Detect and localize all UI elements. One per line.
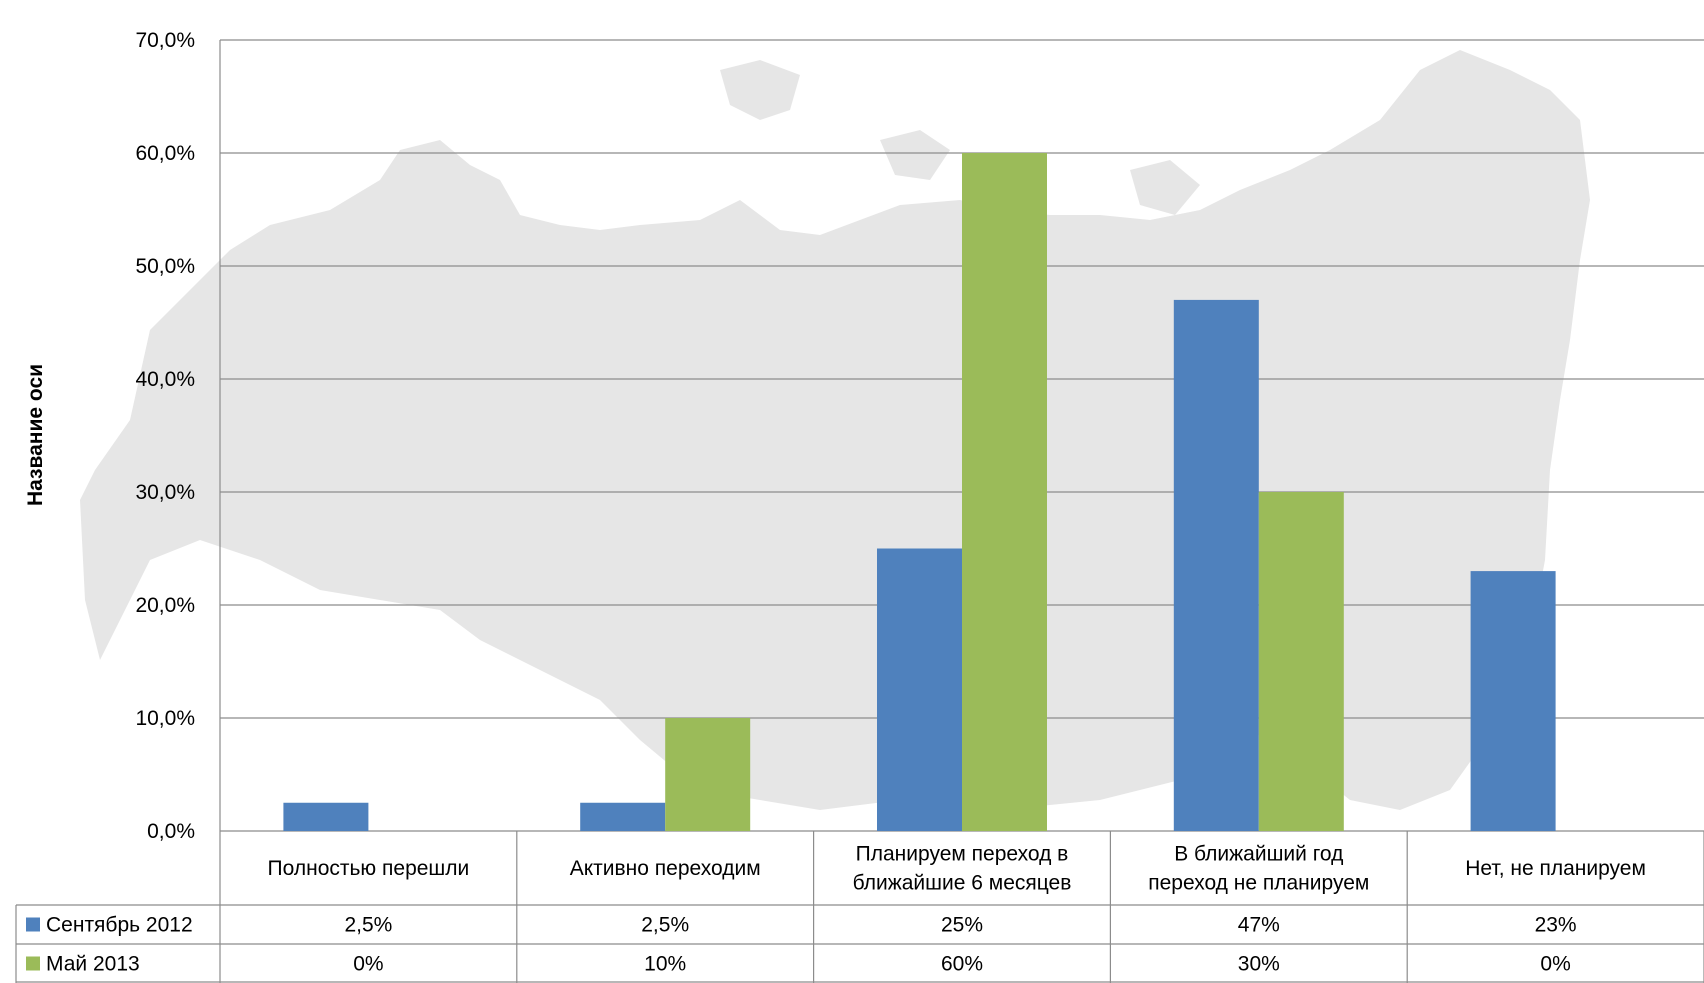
y-tick-label: 20,0% (135, 594, 195, 617)
y-axis-title: Название оси (24, 364, 47, 506)
bar-series-1 (877, 548, 962, 831)
y-tick-label: 60,0% (135, 142, 195, 165)
bar-series-2 (665, 718, 751, 831)
table-value: 25% (941, 914, 983, 937)
table-value: 0% (1540, 953, 1570, 976)
bar-series-2 (962, 153, 1047, 831)
table-value: 10% (644, 953, 686, 976)
y-tick-label: 70,0% (135, 29, 195, 52)
y-tick-labels: 0,0% 10,0% 20,0% 30,0% 40,0% 50,0% 60,0% 70,0% (135, 29, 195, 843)
bar-series-1 (283, 802, 369, 831)
category-label: Полностью перешли (268, 857, 470, 880)
table-value: 0% (353, 953, 383, 976)
table-value: 30% (1238, 953, 1280, 976)
table-value: 23% (1535, 914, 1577, 937)
bar-series-1 (1173, 299, 1259, 831)
category-label: Нет, не планируем (1465, 857, 1646, 880)
category-label: В ближайший год (1174, 843, 1343, 866)
legend-swatch (26, 956, 40, 971)
category-label: Планируем переход в (856, 843, 1069, 866)
data-table: Полностью перешли Активно переходим Планир… (15, 831, 1704, 983)
table-value: 2,5% (344, 914, 392, 937)
y-tick-label: 0,0% (147, 820, 195, 843)
table-value: 47% (1238, 914, 1280, 937)
table-value: 2,5% (641, 914, 689, 937)
legend-series-name: Сентябрь 2012 (46, 914, 193, 937)
legend-series-name: Май 2013 (46, 953, 140, 976)
y-tick-label: 10,0% (135, 707, 195, 730)
legend-swatch (26, 917, 40, 932)
category-label: переход не планируем (1148, 872, 1369, 895)
table-value: 60% (941, 953, 983, 976)
bar-series-2 (1258, 492, 1344, 831)
bars (283, 153, 1556, 831)
y-tick-label: 40,0% (135, 368, 195, 391)
category-label: Активно переходим (570, 857, 761, 880)
russia-map-background (80, 50, 1590, 810)
y-tick-label: 30,0% (135, 481, 195, 504)
bar-series-1 (1470, 571, 1556, 831)
category-label: ближайшие 6 месяцев (853, 872, 1072, 895)
bar-series-1 (580, 802, 666, 831)
y-tick-label: 50,0% (135, 255, 195, 278)
